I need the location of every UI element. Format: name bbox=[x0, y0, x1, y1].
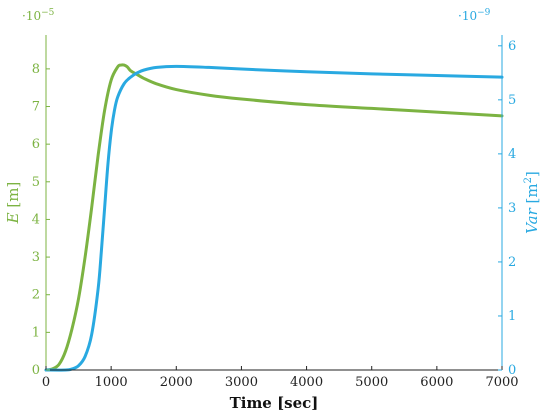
right-tick-label: 1 bbox=[508, 309, 516, 324]
left-tick-label: 6 bbox=[32, 137, 40, 152]
right-axis-title: Var [m2] bbox=[523, 171, 541, 234]
left-tick-label: 0 bbox=[32, 363, 40, 378]
x-tick-label: 5000 bbox=[355, 375, 388, 390]
series-layer bbox=[44, 63, 504, 372]
x-tick-label: 0 bbox=[42, 375, 50, 390]
left-tick-label: 7 bbox=[32, 100, 40, 115]
x-tick-label: 1000 bbox=[95, 375, 128, 390]
right-tick-label: 4 bbox=[508, 147, 516, 162]
x-tick-label: 6000 bbox=[420, 375, 453, 390]
x-tick-label: 3000 bbox=[225, 375, 258, 390]
series-line-right bbox=[44, 64, 504, 372]
right-tick-label: 0 bbox=[508, 363, 516, 378]
right-tick-label: 2 bbox=[508, 255, 516, 270]
x-tick-label: 7000 bbox=[485, 375, 518, 390]
left-tick-label: 4 bbox=[32, 212, 40, 227]
left-tick-label: 2 bbox=[32, 288, 40, 303]
x-axis-title: Time [sec] bbox=[230, 394, 319, 412]
series-line-left bbox=[44, 63, 504, 372]
left-tick-label: 8 bbox=[32, 62, 40, 77]
x-tick-label: 2000 bbox=[160, 375, 193, 390]
left-tick-label: 3 bbox=[32, 250, 40, 265]
left-axis-title: E [m] bbox=[4, 182, 22, 225]
right-tick-label: 6 bbox=[508, 39, 516, 54]
x-tick-label: 4000 bbox=[290, 375, 323, 390]
left-tick-label: 1 bbox=[32, 325, 40, 340]
left-tick-label: 5 bbox=[32, 175, 40, 190]
right-tick-label: 5 bbox=[508, 93, 516, 108]
right-axis-multiplier: ·10−9 bbox=[458, 8, 491, 23]
left-axis-multiplier: ·10−5 bbox=[22, 8, 55, 23]
right-tick-label: 3 bbox=[508, 201, 516, 216]
